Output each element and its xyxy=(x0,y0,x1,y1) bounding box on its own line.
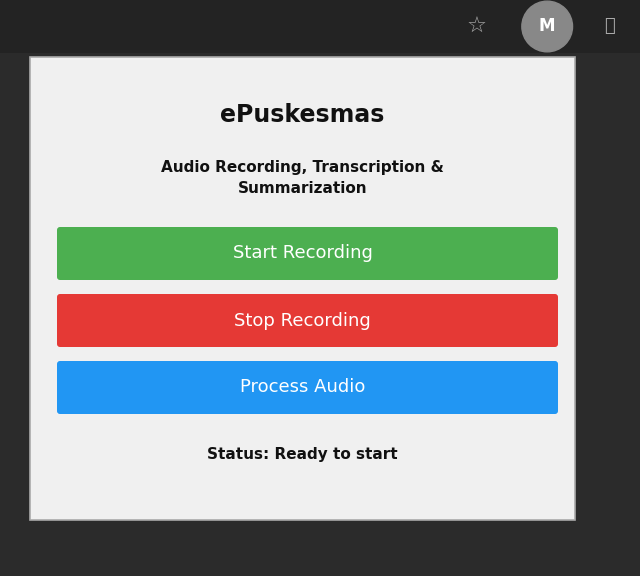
Bar xyxy=(0,0,640,53)
Text: Audio Recording, Transcription &
Summarization: Audio Recording, Transcription & Summari… xyxy=(161,160,444,196)
Text: M: M xyxy=(539,17,556,36)
Circle shape xyxy=(522,1,573,52)
Text: Process Audio: Process Audio xyxy=(240,378,365,396)
Text: Start Recording: Start Recording xyxy=(232,244,372,263)
FancyBboxPatch shape xyxy=(57,227,558,280)
FancyBboxPatch shape xyxy=(57,294,558,347)
Text: ☆: ☆ xyxy=(467,17,487,36)
Text: Status: Ready to start: Status: Ready to start xyxy=(207,448,398,463)
FancyBboxPatch shape xyxy=(57,361,558,414)
Text: ePuskesmas: ePuskesmas xyxy=(220,103,385,127)
Text: Stop Recording: Stop Recording xyxy=(234,312,371,329)
Text: 🗐: 🗐 xyxy=(604,17,614,36)
FancyBboxPatch shape xyxy=(30,57,575,520)
